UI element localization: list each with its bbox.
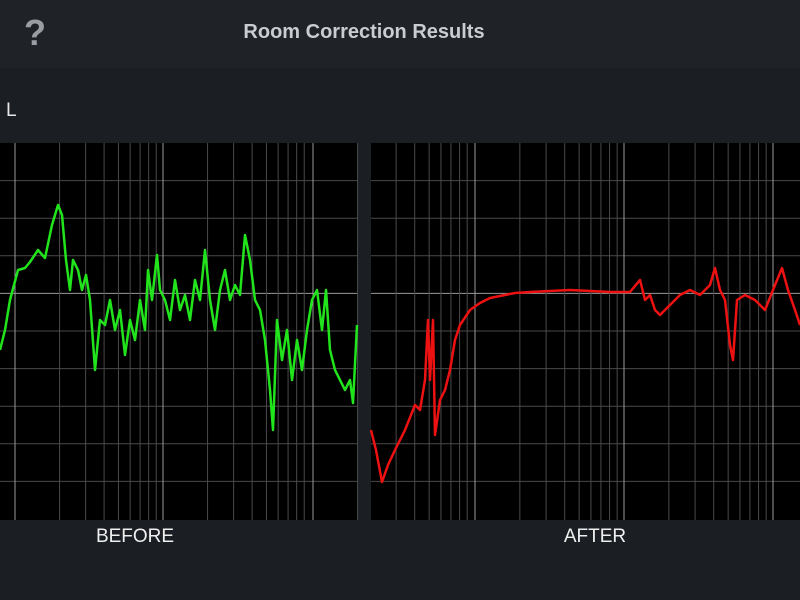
grid [0,143,800,520]
help-button[interactable]: ? [24,12,46,53]
panel-label: AFTER [564,526,626,547]
after-curve [369,266,800,484]
top-bar: ? Room Correction Results [0,0,800,68]
before-curve [0,203,359,432]
screen-title: Room Correction Results [243,21,485,43]
panel-label: BEFORE [96,526,174,547]
channel-label: L [6,100,17,121]
